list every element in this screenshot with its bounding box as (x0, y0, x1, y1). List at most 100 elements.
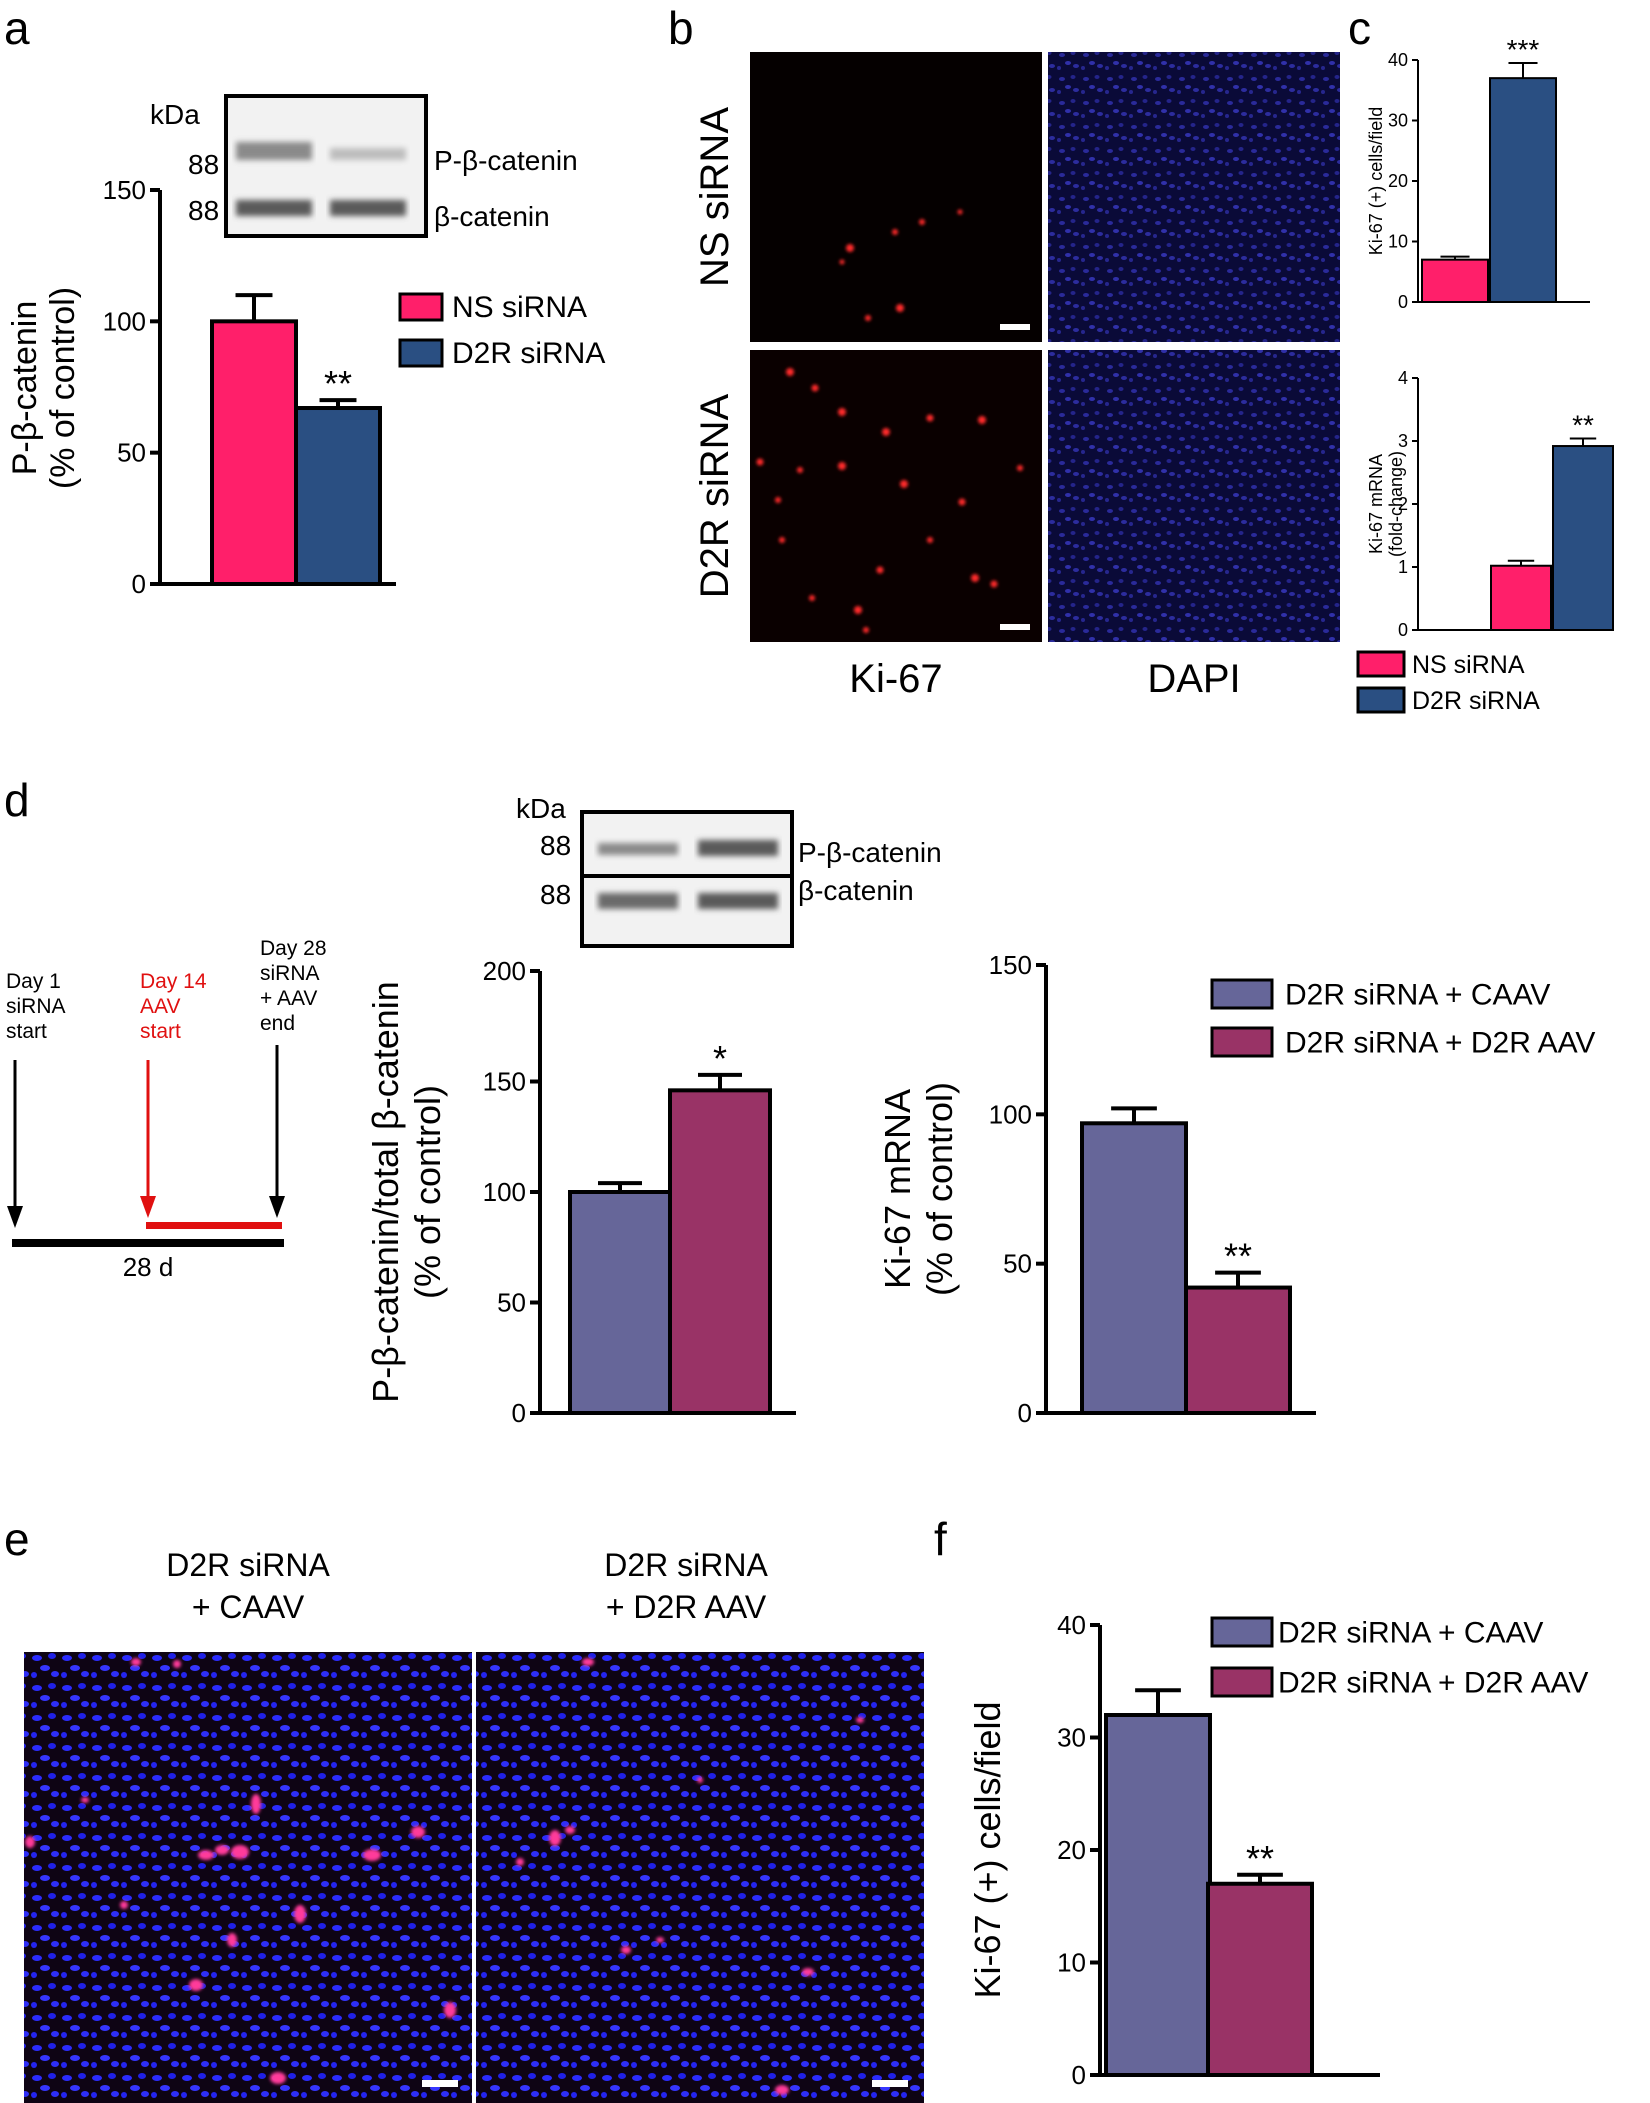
bar-1 (1490, 564, 1552, 631)
chart-a: ** 0 50 100 150 P-β-catenin (% of control) NS s… (6, 175, 605, 599)
panel-letter-d: d (4, 774, 30, 826)
y-tick-label: 100 (483, 1177, 526, 1207)
row-label-ns: NS siRNA (693, 107, 737, 287)
timeline-day28-line2: siRNA (260, 962, 320, 985)
blot-d-mw-1: 88 (540, 830, 571, 861)
y-tick-label: 50 (497, 1288, 526, 1318)
significance-marker-2: ** (1572, 409, 1594, 440)
blot-a-mw-1: 88 (188, 149, 219, 180)
timeline-day1-line1: Day 1 (6, 970, 61, 993)
timeline-day28-line1: Day 28 (260, 937, 327, 960)
y-axis-label-2: (% of control) (44, 287, 82, 489)
bar-2 (1184, 1285, 1292, 1416)
timeline-day28-line4: end (260, 1012, 295, 1035)
panel-e-right-title-2: + D2R AAV (606, 1589, 767, 1625)
legend-label-1: NS siRNA (452, 291, 587, 324)
y-tick-label: 0 (1398, 620, 1408, 640)
y-axis-label-1: Ki-67 mRNA (1366, 454, 1386, 554)
blot-a-band-p1 (236, 142, 312, 160)
y-tick-label: 0 (132, 569, 146, 599)
legend-label-1: D2R siRNA + CAAV (1278, 1617, 1543, 1650)
ki67-cells-d2raav (516, 1658, 864, 2095)
blot-d: kDa 88 88 P-β-catenin β-catenin (516, 793, 942, 948)
y-tick-label: 20 (1057, 1835, 1086, 1865)
y-tick-label: 0 (512, 1398, 526, 1428)
y-tick-label: 100 (103, 306, 146, 336)
significance-marker-2: ** (1224, 1236, 1252, 1277)
image-e-caav (24, 1652, 472, 2103)
legend-swatch-2 (1356, 686, 1406, 714)
blot-a: kDa 88 88 P-β-catenin β-catenin (150, 94, 578, 238)
y-tick-label: 100 (989, 1099, 1032, 1129)
image-d2r-dapi (1048, 350, 1340, 642)
legend-label-2: D2R siRNA + D2R AAV (1278, 1667, 1588, 1700)
scale-bar-e-right (872, 2080, 908, 2087)
significance-marker-2: * (713, 1038, 727, 1079)
panel-e-images: D2R siRNA + CAAV D2R siRNA + D2R AAV (24, 1547, 924, 2103)
y-axis-label-2: (fold-change) (1386, 451, 1406, 557)
bar-1 (568, 1190, 672, 1415)
significance-marker-2: *** (1507, 34, 1540, 65)
panel-e-right-title-1: D2R siRNA (604, 1547, 768, 1583)
chart-c-bottom: ** 0 1 2 3 4 Ki-67 mRNA (fold-change) NS siRNA D2… (1356, 368, 1614, 715)
scale-bar-e-left (422, 2080, 458, 2087)
blot-d-band-p2 (698, 840, 778, 856)
legend-swatch-1 (1356, 650, 1406, 678)
significance-marker-2: ** (1246, 1838, 1274, 1879)
legend-swatch-2 (1210, 1666, 1274, 1698)
significance-marker-2: ** (324, 363, 352, 404)
panel-letter-e: e (4, 1513, 30, 1565)
blot-a-kda: kDa (150, 99, 200, 130)
y-axis-label-2: (% of control) (919, 1082, 960, 1296)
y-tick-label: 10 (1057, 1948, 1086, 1978)
y-tick-label: 40 (1057, 1610, 1086, 1640)
chart-c-top: *** 0 10 20 30 40 Ki-67 (+) cells/field (1366, 34, 1590, 312)
y-axis-label-1: Ki-67 (+) cells/field (1366, 107, 1386, 256)
blot-a-band-p2 (330, 148, 406, 160)
timeline-day1-line2: siRNA (6, 995, 66, 1018)
panel-e-left-title-1: D2R siRNA (166, 1547, 330, 1583)
blot-d-kda: kDa (516, 793, 566, 824)
legend-label-2: D2R siRNA + D2R AAV (1285, 1027, 1595, 1060)
chart-d-left: * 0 50 100 150 200 P-β-catenin/total β-catenin… (365, 956, 796, 1428)
timeline-arrowhead-day1 (7, 1206, 23, 1228)
blot-d-band-label-2: β-catenin (798, 875, 914, 906)
timeline-day1-line3: start (6, 1020, 47, 1043)
y-axis-label-1: Ki-67 (+) cells/field (967, 1701, 1008, 1998)
y-tick-label: 0 (1398, 292, 1408, 312)
blot-d-frame (580, 810, 794, 948)
timeline-arrowhead-day28 (269, 1196, 285, 1218)
bar-1 (210, 319, 298, 586)
panel-b-images: NS siRNA D2R siRNA Ki-67 DAPI (693, 52, 1340, 701)
blot-a-mw-2: 88 (188, 195, 219, 226)
y-tick-label: 4 (1398, 368, 1408, 388)
legend-swatch-1 (398, 292, 444, 322)
legend-label-2: D2R siRNA (452, 337, 605, 370)
bar-2 (1489, 77, 1557, 304)
y-axis-label-1: P-β-catenin/total β-catenin (365, 981, 406, 1403)
panel-letter-c: c (1348, 2, 1371, 54)
chart-d-right: ** 0 50 100 150 Ki-67 mRNA (% of control) D2R s… (877, 950, 1595, 1428)
blot-d-band-p1 (598, 843, 678, 855)
image-ns-dapi (1048, 52, 1340, 342)
panel-letter-a: a (4, 2, 30, 54)
y-tick-label: 30 (1057, 1723, 1086, 1753)
y-axis-label-1: P-β-catenin (6, 301, 44, 476)
blot-d-mw-2: 88 (540, 879, 571, 910)
image-ns-ki67 (750, 52, 1042, 342)
ki67-cells-caav (25, 1658, 456, 2084)
y-tick-label: 0 (1072, 2060, 1086, 2090)
blot-a-band-label-2: β-catenin (434, 201, 550, 232)
bar-2 (1206, 1881, 1314, 2077)
timeline-day14-line2: AAV (140, 995, 180, 1018)
y-tick-label: 150 (483, 1067, 526, 1097)
panel-e-left-title-2: + CAAV (192, 1589, 305, 1625)
timeline-duration: 28 d (123, 1252, 174, 1282)
blot-d-band-t1 (598, 893, 678, 909)
legend-label-1: D2R siRNA + CAAV (1285, 979, 1550, 1012)
bar-2 (668, 1088, 772, 1415)
blot-a-band-label-1: P-β-catenin (434, 145, 578, 176)
timeline-arrowhead-day14 (140, 1196, 156, 1218)
chart-f: ** 0 10 20 30 40 Ki-67 (+) cells/field D2R siRN… (967, 1610, 1588, 2090)
y-tick-label: 1 (1398, 557, 1408, 577)
